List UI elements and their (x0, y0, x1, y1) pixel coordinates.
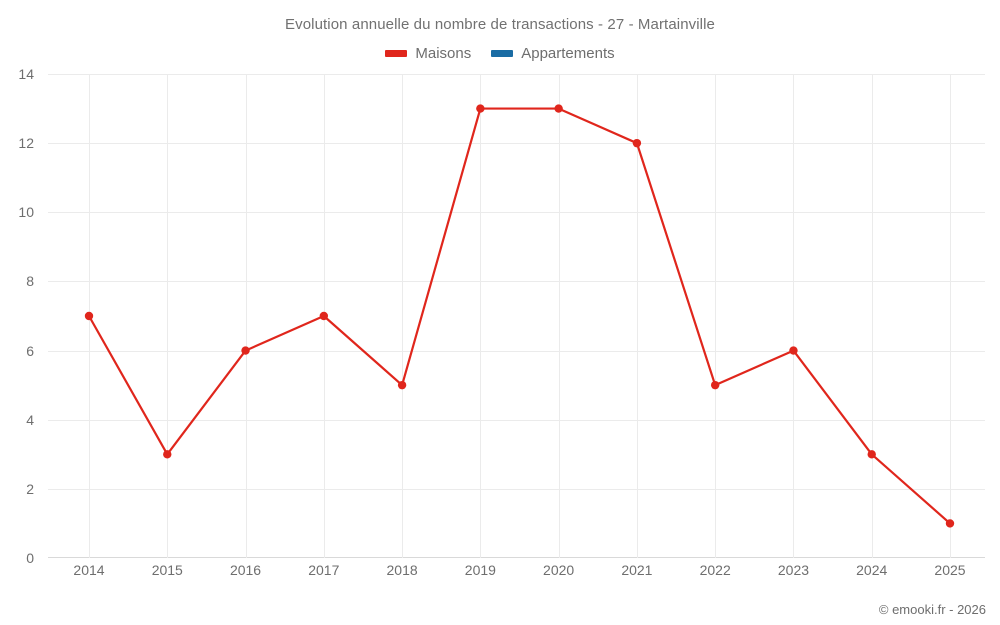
plot-area (48, 74, 985, 558)
data-point-marker[interactable] (945, 519, 955, 528)
grid-line-vertical (245, 74, 247, 558)
x-tick-label: 2014 (73, 562, 105, 578)
grid-line-horizontal (48, 281, 985, 283)
x-tick-label: 2021 (621, 562, 653, 578)
series-line (87, 107, 952, 525)
series-maisons (84, 104, 955, 528)
grid-line-horizontal (48, 419, 985, 421)
x-tick-label: 2016 (229, 562, 262, 578)
grid-line-horizontal (48, 350, 985, 352)
grid-line-vertical (793, 74, 795, 558)
legend-item-maisons[interactable]: Maisons (385, 45, 471, 62)
grid-line-vertical (480, 74, 482, 558)
data-point-marker[interactable] (789, 346, 798, 355)
legend-item-appartements[interactable]: Appartements (491, 45, 615, 62)
y-tick-label: 14 (18, 66, 34, 82)
data-point-marker[interactable] (241, 346, 250, 355)
grid-line-vertical (402, 74, 404, 558)
grid-line-horizontal (48, 488, 985, 490)
grid-line-vertical (558, 74, 560, 558)
y-tick-label: 0 (26, 550, 34, 566)
y-tick-label: 8 (26, 273, 34, 290)
series-layer (84, 104, 955, 528)
y-tick-label: 12 (18, 135, 34, 152)
grid-line-horizontal (48, 143, 985, 145)
legend-label: Appartements (521, 45, 615, 62)
x-axis-tick-labels: 2014 2015 2016 2017 2018 2019 2020 2021 2022 2023… (48, 562, 985, 586)
x-tick-label: 2018 (386, 562, 418, 578)
data-point-marker[interactable] (319, 311, 329, 321)
grid-line-vertical (871, 74, 873, 558)
grid-line-horizontal (48, 212, 985, 214)
x-tick-label: 2020 (543, 562, 575, 578)
data-point-marker[interactable] (476, 104, 485, 113)
x-tick-label: 2017 (308, 562, 340, 578)
data-point-marker[interactable] (710, 380, 720, 390)
legend-label: Maisons (415, 45, 472, 62)
x-tick-label: 2023 (777, 562, 810, 578)
x-tick-label: 2025 (934, 562, 966, 578)
x-tick-label: 2019 (464, 562, 496, 578)
legend-swatch-icon (491, 50, 514, 57)
footer-credit: © emooki.fr - 2026 (878, 602, 986, 617)
y-tick-label: 6 (26, 342, 34, 359)
x-axis-baseline (48, 557, 985, 558)
data-point-marker[interactable] (632, 138, 642, 148)
grid-line-horizontal (48, 74, 985, 75)
grid-line-vertical (715, 74, 717, 558)
x-tick-label: 2024 (856, 562, 888, 578)
grid-line-vertical (167, 74, 169, 558)
chart-legend: Maisons Appartements (0, 45, 1000, 62)
grid-line-vertical (950, 74, 951, 558)
data-point-marker[interactable] (163, 450, 172, 459)
data-point-marker[interactable] (554, 104, 563, 113)
y-tick-label: 10 (18, 204, 34, 221)
y-tick-label: 4 (26, 411, 34, 428)
x-tick-label: 2022 (699, 562, 731, 578)
y-tick-label: 2 (26, 480, 34, 497)
data-point-marker[interactable] (397, 380, 407, 390)
chart-title: Evolution annuelle du nombre de transact… (285, 16, 715, 33)
y-axis-tick-labels: 0 2 4 6 8 10 12 14 (0, 66, 40, 566)
legend-swatch-icon (385, 50, 408, 57)
grid-line-vertical (636, 74, 638, 558)
x-tick-label: 2015 (151, 562, 183, 578)
data-point-marker[interactable] (84, 311, 94, 321)
data-point-marker[interactable] (867, 450, 876, 459)
